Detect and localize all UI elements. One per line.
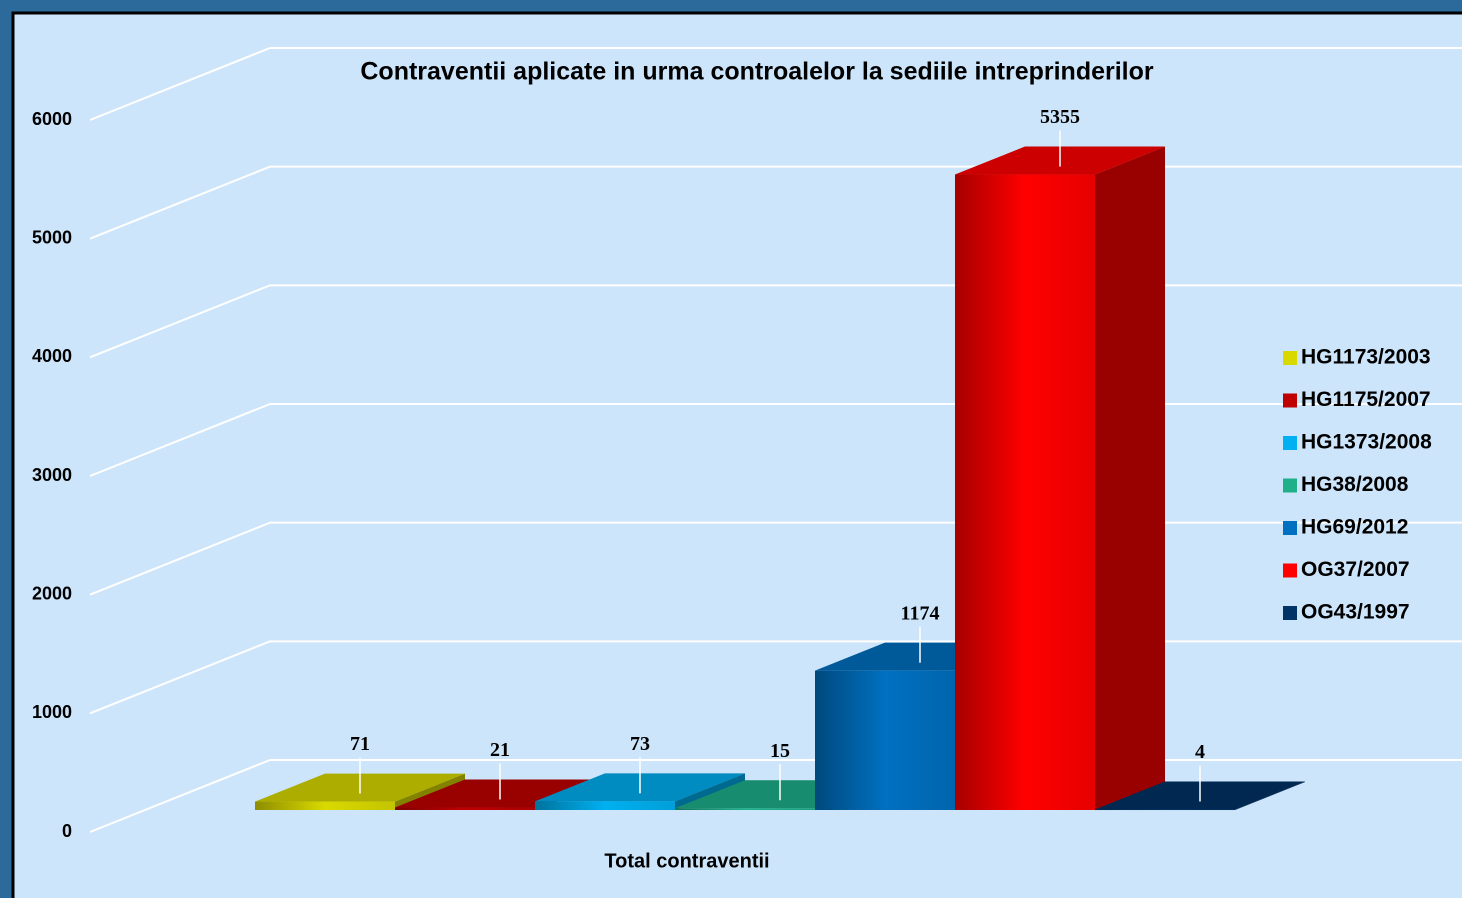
legend-label: OG43/1997 — [1301, 601, 1410, 624]
y-tick-label: 2000 — [32, 583, 72, 603]
bar-side-shade — [1235, 781, 1305, 810]
legend-label: HG1173/2003 — [1301, 346, 1431, 369]
data-label: 73 — [630, 733, 650, 755]
bar-side-shade — [675, 773, 745, 810]
chart-title: Contraventii aplicate in urma controalel… — [360, 58, 1154, 86]
y-tick-label: 1000 — [32, 702, 72, 722]
legend-marker — [1283, 393, 1297, 408]
bar-shade — [1095, 809, 1235, 811]
bar-side — [675, 773, 745, 810]
y-tick-label: 4000 — [32, 346, 72, 366]
y-tick-label: 5000 — [32, 227, 72, 247]
legend-label: OG37/2007 — [1301, 558, 1410, 581]
bar-shade — [955, 174, 1095, 811]
bars: 71 21 73 15 1174 5355 4 — [255, 106, 1305, 811]
data-label: 1174 — [901, 602, 940, 624]
bar-side-shade — [1095, 146, 1165, 811]
bar-side — [1095, 146, 1165, 811]
legend-marker — [1283, 478, 1297, 493]
legend-label: HG38/2008 — [1301, 473, 1409, 496]
bar-shade — [395, 807, 535, 810]
data-label: 5355 — [1040, 106, 1080, 128]
legend-label: HG69/2012 — [1301, 516, 1408, 539]
legend-label: HG1175/2007 — [1301, 388, 1431, 411]
data-label: 15 — [770, 740, 790, 762]
legend-label: HG1373/2008 — [1301, 431, 1432, 454]
legend-marker — [1283, 351, 1297, 365]
data-label: 21 — [490, 739, 510, 761]
legend-marker — [1283, 563, 1297, 578]
bar-shade — [535, 801, 675, 810]
data-label: 4 — [1195, 741, 1205, 763]
data-label: 71 — [350, 733, 370, 755]
category-label: Total contraventii — [604, 850, 769, 872]
grid-line — [89, 47, 1462, 121]
plot-background — [11, 11, 1462, 898]
y-tick-label: 6000 — [32, 109, 72, 129]
bar-shade — [815, 670, 955, 810]
legend-marker — [1283, 521, 1297, 535]
y-tick-label: 0 — [62, 821, 72, 841]
legend-marker — [1283, 606, 1297, 620]
legend-marker — [1283, 436, 1297, 450]
bar-shade — [255, 801, 395, 810]
bar-shade — [675, 808, 815, 810]
y-tick-label: 3000 — [32, 465, 72, 485]
bar-side — [1235, 781, 1305, 810]
